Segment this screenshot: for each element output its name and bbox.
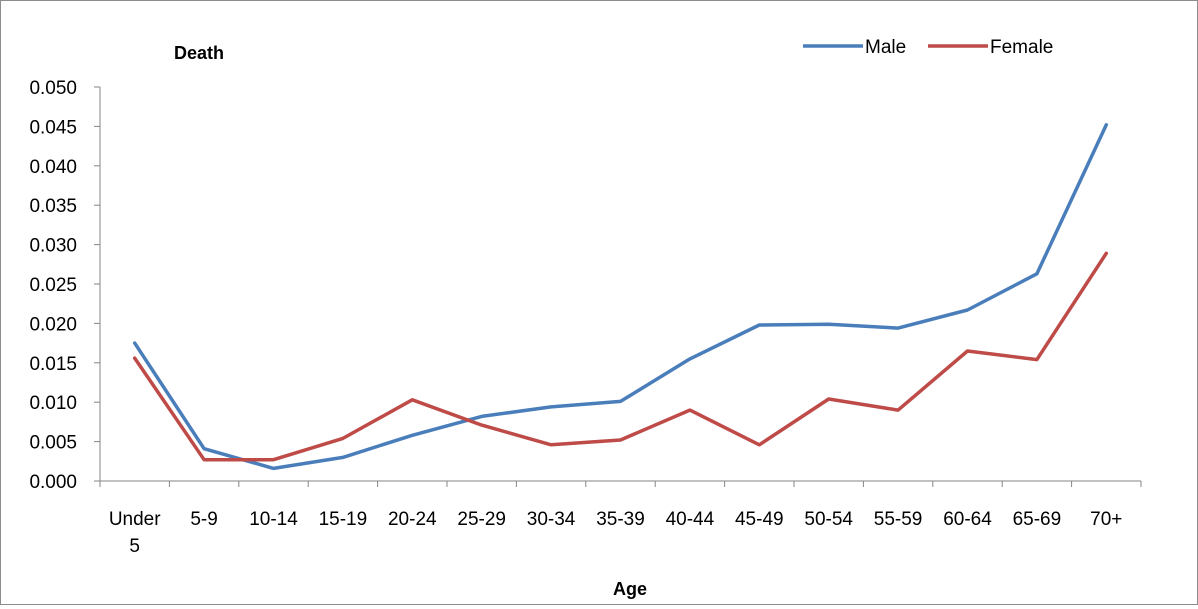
- x-tick-label: 55-59: [874, 509, 923, 530]
- legend: Male Female: [803, 37, 1053, 58]
- y-tick-label: 0.015: [29, 354, 77, 375]
- y-tick-label: 0.040: [29, 157, 77, 178]
- x-tick-label: 60-64: [943, 509, 992, 530]
- x-tick-label: 20-24: [388, 509, 437, 530]
- y-tick-label: 0.045: [29, 117, 77, 138]
- x-axis-title: Age: [613, 579, 647, 599]
- x-tick-label: 25-29: [457, 509, 506, 530]
- x-tick-label: 70+: [1090, 509, 1122, 530]
- y-tick-label: 0.000: [29, 472, 77, 493]
- x-tick-label: 40-44: [666, 509, 715, 530]
- y-tick-label: 0.035: [29, 196, 77, 217]
- y-tick-label: 0.050: [29, 78, 77, 99]
- y-tick-label: 0.005: [29, 433, 77, 454]
- x-tick-label: 45-49: [735, 509, 784, 530]
- series-line-female: [132, 251, 1109, 462]
- x-tick-labels: Under 5 5-9 10-14 15-19 20-24 25-29 30-34 35-39 4…: [109, 509, 1123, 557]
- x-tick-label: 5-9: [190, 509, 217, 530]
- x-tick-label: 35-39: [596, 509, 645, 530]
- x-tick-label: 15-19: [319, 509, 368, 530]
- x-tick-label: 65-69: [1013, 509, 1062, 530]
- x-tick-label: 30-34: [527, 509, 576, 530]
- y-tick-label: 0.020: [29, 314, 77, 335]
- y-axis-title: Death: [174, 43, 224, 63]
- y-tick-label: 0.010: [29, 393, 77, 414]
- x-tick-label: 50-54: [804, 509, 853, 530]
- series-lines: [132, 123, 1109, 471]
- y-tick-label: 0.030: [29, 236, 77, 257]
- series-line-male: [132, 123, 1109, 471]
- x-tick-label: Under 5: [109, 509, 161, 557]
- y-tick-label: 0.025: [29, 275, 77, 296]
- legend-label-female: Female: [990, 37, 1053, 58]
- y-tick-labels: 0.000 0.005 0.010 0.015 0.020 0.025 0.030 0.035…: [29, 78, 77, 493]
- legend-label-male: Male: [865, 37, 906, 58]
- x-tick-label: 10-14: [249, 509, 298, 530]
- axes: [94, 86, 1142, 487]
